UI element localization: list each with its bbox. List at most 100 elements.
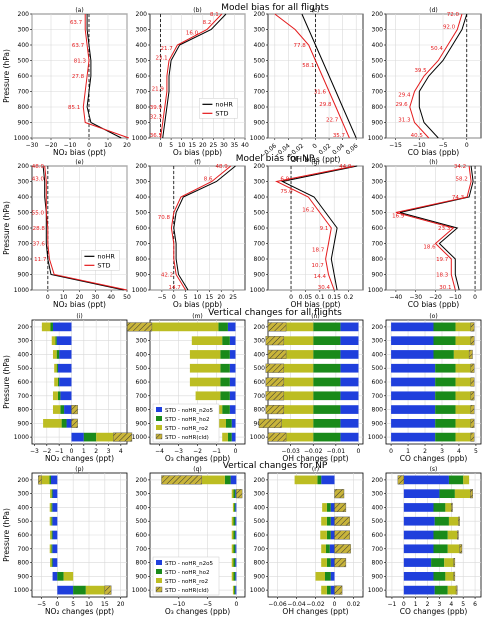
bar-ro2 — [455, 432, 471, 442]
y-tick-label: 900 — [372, 120, 384, 127]
bar-ho2 — [325, 571, 331, 581]
legend-label-STD: STD — [215, 109, 228, 117]
y-axis-label: Pressure (hPa) — [2, 355, 11, 409]
series-line-noHR — [42, 165, 124, 291]
y-tick-label: 200 — [18, 477, 30, 484]
y-tick-label: 300 — [136, 491, 148, 498]
bar-n2o5 — [230, 475, 237, 485]
bar-ro2 — [283, 405, 314, 414]
panel-f: −5 0 5 10 15 20 25 200 300 400 500 600 700 800 900 1000… — [132, 159, 246, 309]
series-line-STD — [170, 165, 232, 291]
y-tick-label: 500 — [136, 518, 148, 525]
y-tick-label: 900 — [18, 272, 30, 279]
y-tick-label: 200 — [372, 11, 384, 18]
bar-n2o5 — [340, 363, 359, 373]
bar-ho2 — [224, 475, 231, 485]
bar-ro2 — [231, 571, 234, 581]
bar-ro2 — [321, 558, 327, 567]
bar-ro2 — [320, 530, 327, 540]
y-tick-label: 400 — [254, 351, 266, 358]
bar-ro2 — [231, 544, 234, 554]
bar-ro2 — [448, 516, 459, 526]
panel-label: (q) — [193, 466, 202, 473]
bar-ho2 — [220, 350, 230, 359]
data-label: 85.1 — [68, 105, 80, 111]
bar-ho2 — [234, 503, 236, 512]
legend-label-n2o5: STD - noHR_n2o5 — [165, 561, 213, 567]
x-tick-label: 10 — [178, 142, 186, 149]
x-tick-label: −10 — [64, 142, 77, 149]
panel-label: (r) — [312, 466, 319, 473]
y-tick-label: 800 — [136, 104, 148, 111]
y-tick-label: 200 — [372, 163, 384, 170]
data-label: 72.0 — [447, 12, 460, 18]
x-tick-label: 0 — [402, 601, 406, 608]
y-tick-label: 300 — [18, 27, 30, 34]
x-tick-label: 0 — [172, 294, 176, 301]
legend-label-ho2: STD - noHR_ho2 — [165, 570, 209, 576]
bar-cld — [470, 418, 475, 428]
bar-ro2 — [41, 322, 51, 332]
bar-ho2 — [325, 544, 330, 554]
data-label: 8.1 — [210, 12, 219, 18]
data-label: 31.6 — [314, 90, 327, 96]
bar-ro2 — [231, 516, 234, 526]
data-label: 43.0 — [32, 176, 45, 182]
bar-cld — [236, 489, 243, 499]
x-tick-label: 3 — [440, 448, 444, 455]
legend-swatch-cld — [155, 586, 163, 593]
bar-ro2 — [454, 489, 471, 499]
bar-ro2 — [54, 363, 57, 373]
bar-cld — [459, 544, 463, 554]
panel-label: (m) — [192, 313, 203, 320]
x-axis-label: OH bias (ppt) — [291, 300, 341, 309]
x-tick-label: 20 — [217, 294, 225, 301]
y-tick-label: 1000 — [132, 587, 147, 594]
x-tick-label: 5 — [71, 601, 75, 608]
data-label: 28.8 — [33, 226, 46, 232]
bar-cld — [267, 322, 287, 332]
x-tick-label: 5 — [474, 448, 478, 455]
bar-ro2 — [85, 585, 105, 595]
bar-n2o5 — [391, 432, 436, 442]
bar-cld — [470, 363, 475, 373]
bar-n2o5 — [51, 475, 58, 485]
bar-ro2 — [191, 336, 223, 346]
bar-ho2 — [313, 391, 341, 401]
bar-ho2 — [51, 503, 53, 512]
bar-ho2 — [57, 391, 61, 401]
bar-n2o5 — [340, 350, 359, 359]
bar-cld — [458, 516, 460, 526]
series-line-STD — [44, 165, 128, 291]
y-tick-label: 700 — [136, 546, 148, 553]
data-label: 21.7 — [161, 46, 174, 52]
bar-cld — [258, 418, 282, 428]
panel-d: −15 −10 −5 0 200 300 400 500 600 700 800 900 1000 CO … — [368, 7, 482, 157]
data-label: 75.0 — [280, 189, 293, 195]
panel-label: (n) — [311, 313, 319, 320]
bar-cld — [265, 377, 285, 387]
bar-ho2 — [433, 336, 456, 346]
x-tick-label: −0.04 — [287, 601, 306, 608]
y-tick-label: 500 — [372, 58, 384, 65]
y-tick-label: 800 — [254, 407, 266, 414]
data-label: 18.7 — [312, 248, 325, 254]
bar-ro2 — [445, 503, 452, 512]
bar-ho2 — [326, 558, 331, 567]
x-tick-label: 1 — [82, 448, 86, 455]
data-label: 29.4 — [398, 93, 411, 99]
bar-ro2 — [321, 516, 327, 526]
bar-ro2 — [286, 350, 314, 359]
y-tick-label: 900 — [18, 120, 30, 127]
x-tick-label: 2 — [94, 448, 98, 455]
bar-ro2 — [445, 571, 454, 581]
bar-ho2 — [313, 418, 341, 428]
bar-cld — [468, 349, 473, 359]
bar-n2o5 — [340, 405, 359, 414]
data-label: 30.1 — [439, 285, 451, 291]
legend-swatch-ro2 — [156, 578, 162, 583]
y-tick-label: 300 — [254, 179, 266, 186]
x-tick-label: 0 — [234, 448, 238, 455]
x-tick-label: −5 — [203, 601, 212, 608]
series-line-noHR — [399, 165, 474, 291]
